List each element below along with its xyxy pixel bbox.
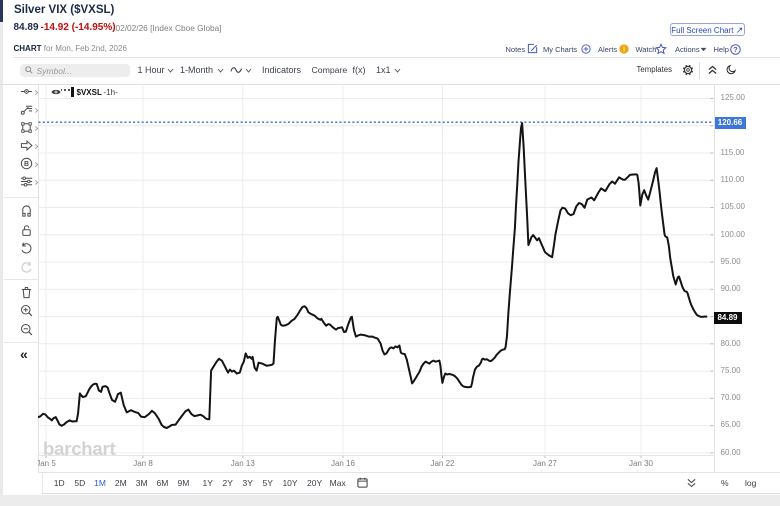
svg-text:?: ?: [733, 45, 738, 54]
svg-text:B: B: [23, 161, 28, 168]
svg-text:!: !: [622, 45, 624, 53]
